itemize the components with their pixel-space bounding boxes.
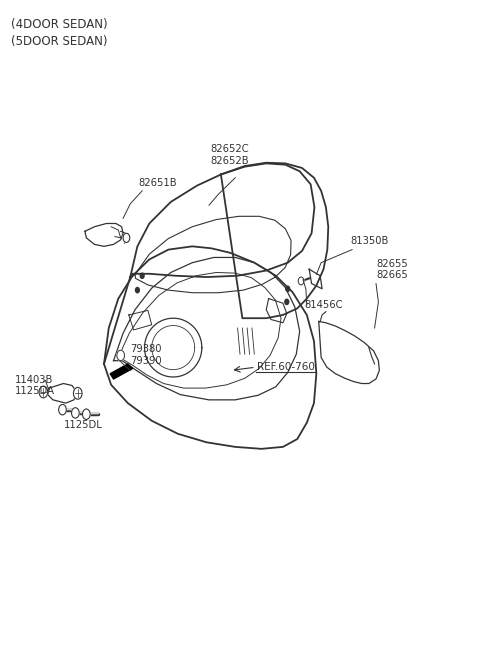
Polygon shape [110,364,132,379]
Text: 82651B: 82651B [139,178,178,188]
Text: 11403B
1125DA: 11403B 1125DA [15,375,55,396]
Circle shape [39,386,48,398]
Circle shape [140,273,144,278]
Text: 82655
82665: 82655 82665 [376,258,408,280]
Circle shape [286,286,289,291]
Text: 81456C: 81456C [304,300,343,310]
Circle shape [298,277,304,285]
Circle shape [285,299,288,304]
Text: 82652C
82652B: 82652C 82652B [210,144,249,166]
Text: (4DOOR SEDAN)
(5DOOR SEDAN): (4DOOR SEDAN) (5DOOR SEDAN) [11,18,108,48]
Text: REF.60-760: REF.60-760 [257,362,314,372]
Circle shape [59,405,66,415]
Circle shape [117,350,124,361]
Circle shape [83,409,90,419]
Text: 1125DL: 1125DL [63,420,102,430]
Circle shape [72,407,79,418]
Circle shape [135,287,139,293]
Polygon shape [48,384,77,403]
Text: 79380
79390: 79380 79390 [130,344,162,366]
Circle shape [123,234,130,243]
Circle shape [73,388,82,400]
Text: 81350B: 81350B [351,236,389,247]
